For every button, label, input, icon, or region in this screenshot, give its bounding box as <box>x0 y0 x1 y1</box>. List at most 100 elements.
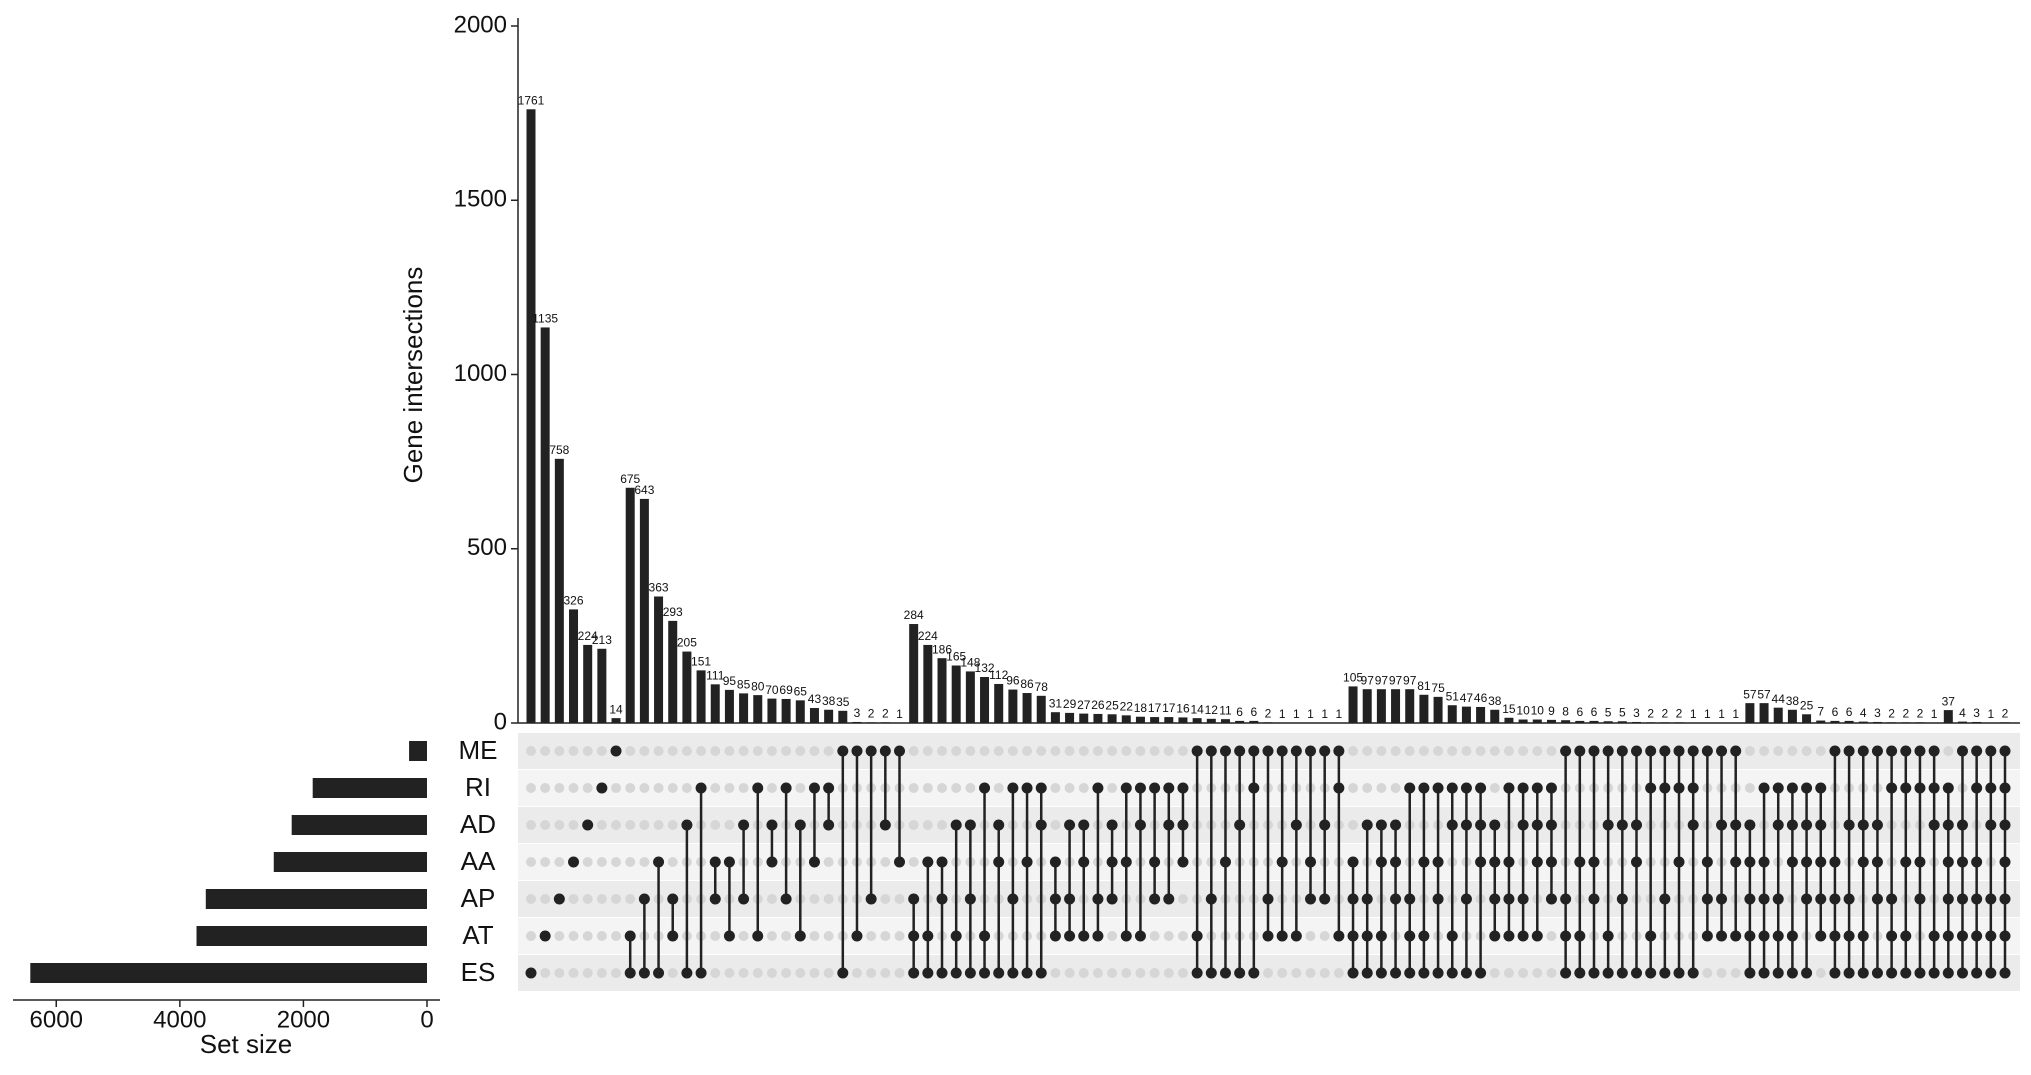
member-dot <box>1064 931 1075 942</box>
intersection-bar <box>810 708 819 723</box>
member-dot <box>1730 820 1741 831</box>
member-dot <box>1929 968 1940 979</box>
member-dot <box>908 968 919 979</box>
member-dot <box>1943 820 1954 831</box>
empty-dot <box>1107 746 1117 756</box>
empty-dot <box>1518 746 1528 756</box>
member-dot <box>880 820 891 831</box>
intersection-bar <box>1490 710 1499 723</box>
empty-dot <box>540 783 550 793</box>
set-size-bar <box>313 778 427 798</box>
empty-dot <box>880 968 890 978</box>
empty-dot <box>1532 968 1542 978</box>
member-dot <box>1730 746 1741 757</box>
intersection-bar <box>682 652 691 723</box>
member-dot <box>851 931 862 942</box>
bar-value-label: 27 <box>1077 698 1091 712</box>
member-dot <box>1348 894 1359 905</box>
member-dot <box>1489 820 1500 831</box>
empty-dot <box>824 857 834 867</box>
member-dot <box>1844 968 1855 979</box>
bar-value-label: 1 <box>1293 707 1300 721</box>
empty-dot <box>583 857 593 867</box>
member-dot <box>1022 968 1033 979</box>
empty-dot <box>1050 746 1060 756</box>
bar-value-label: 1 <box>1732 707 1739 721</box>
empty-dot <box>597 857 607 867</box>
member-dot <box>1957 820 1968 831</box>
member-dot <box>1291 820 1302 831</box>
bar-value-label: 1135 <box>532 312 558 326</box>
member-dot <box>866 894 877 905</box>
member-dot <box>1603 746 1614 757</box>
member-dot <box>1858 968 1869 979</box>
intersection-bar <box>1023 693 1032 723</box>
member-dot <box>1503 894 1514 905</box>
intersection-bar <box>1108 714 1117 723</box>
empty-dot <box>1391 746 1401 756</box>
member-dot <box>993 968 1004 979</box>
member-dot <box>1390 820 1401 831</box>
member-dot <box>1390 894 1401 905</box>
bar-value-label: 7 <box>1817 705 1824 719</box>
bar-value-label: 284 <box>904 608 924 622</box>
member-dot <box>1163 820 1174 831</box>
member-dot <box>1617 820 1628 831</box>
bar-value-label: 6 <box>1832 705 1839 719</box>
empty-dot <box>1320 931 1330 941</box>
bar-value-label: 6 <box>1250 705 1257 719</box>
member-dot <box>1801 820 1812 831</box>
intersection-bar <box>1760 703 1769 723</box>
member-dot <box>1518 931 1529 942</box>
intersection-bar <box>1901 722 1910 723</box>
member-dot <box>1348 857 1359 868</box>
member-dot <box>540 931 551 942</box>
member-dot <box>1631 857 1642 868</box>
member-dot <box>1730 931 1741 942</box>
empty-dot <box>1787 746 1797 756</box>
member-dot <box>1348 931 1359 942</box>
member-dot <box>1503 931 1514 942</box>
member-dot <box>1433 968 1444 979</box>
member-dot <box>710 894 721 905</box>
member-dot <box>1659 746 1670 757</box>
empty-dot <box>1518 968 1528 978</box>
member-dot <box>1787 931 1798 942</box>
empty-dot <box>1773 746 1783 756</box>
member-dot <box>1291 746 1302 757</box>
intersection-bar <box>1235 721 1244 723</box>
intersection-bar <box>1008 690 1017 723</box>
member-dot <box>1617 968 1628 979</box>
empty-dot <box>795 968 805 978</box>
member-dot <box>667 894 678 905</box>
intersection-bar <box>697 670 706 723</box>
intersection-bar <box>1249 721 1258 723</box>
empty-dot <box>767 783 777 793</box>
member-dot <box>1801 857 1812 868</box>
member-dot <box>1985 820 1996 831</box>
member-dot <box>1702 931 1713 942</box>
bar-value-label: 95 <box>723 674 737 688</box>
member-dot <box>724 857 735 868</box>
member-dot <box>1829 968 1840 979</box>
empty-dot <box>781 968 791 978</box>
intersection-bar <box>654 596 663 723</box>
empty-dot <box>569 894 579 904</box>
member-dot <box>1971 894 1982 905</box>
member-dot <box>1078 857 1089 868</box>
member-dot <box>1914 968 1925 979</box>
empty-dot <box>1121 968 1131 978</box>
empty-dot <box>625 857 635 867</box>
y-tick-label: 1000 <box>454 360 507 387</box>
intersection-bar <box>1391 689 1400 723</box>
member-dot <box>724 931 735 942</box>
member-dot <box>951 820 962 831</box>
empty-dot <box>1178 894 1188 904</box>
member-dot <box>1305 894 1316 905</box>
intersection-bar <box>1405 689 1414 723</box>
member-dot <box>1829 746 1840 757</box>
empty-dot <box>923 783 933 793</box>
bar-value-label: 57 <box>1743 687 1757 701</box>
empty-dot <box>540 746 550 756</box>
